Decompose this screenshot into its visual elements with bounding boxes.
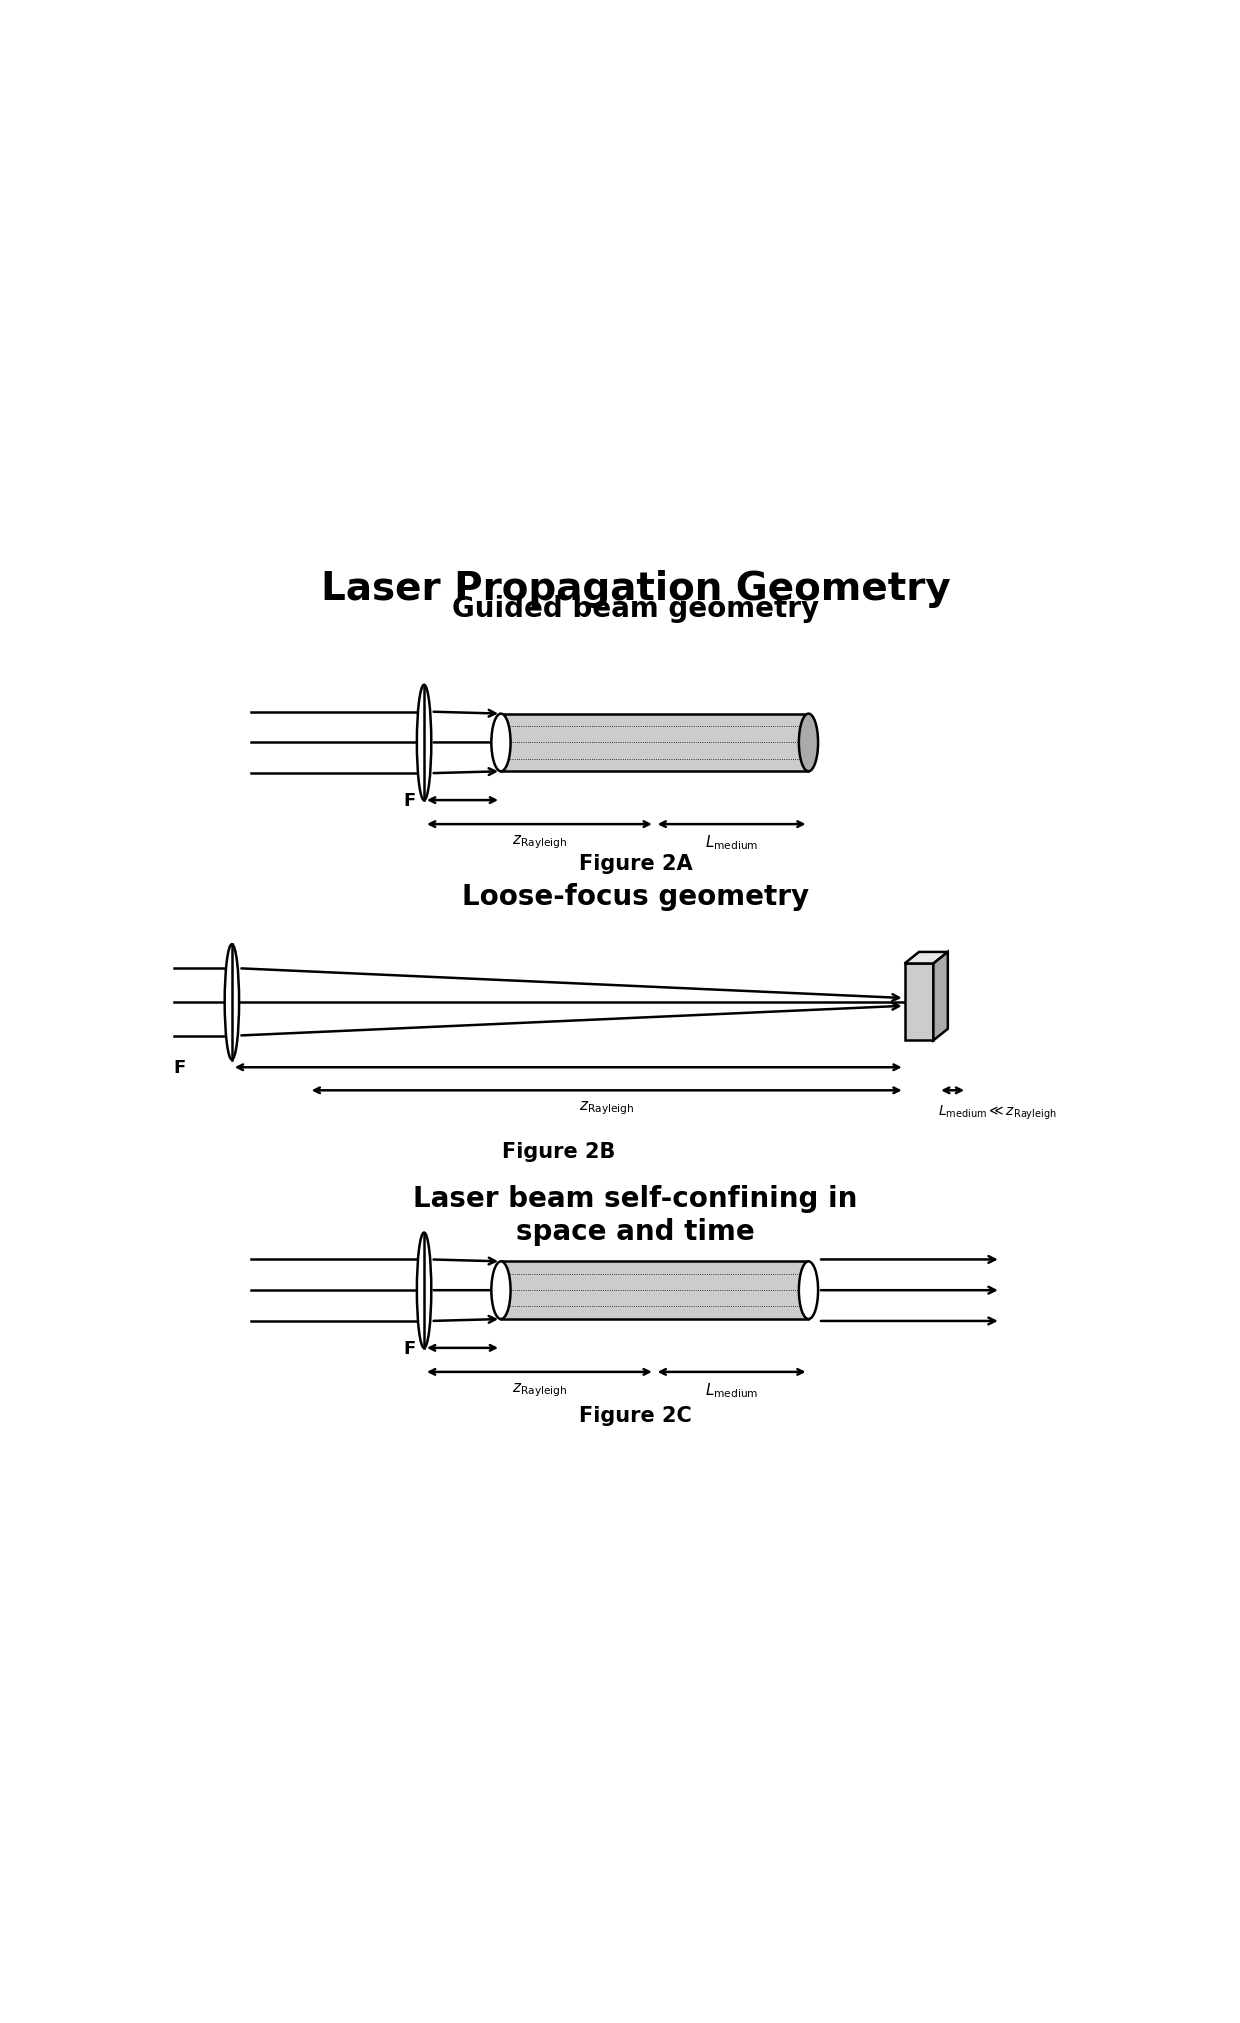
- Polygon shape: [904, 953, 947, 965]
- Ellipse shape: [224, 945, 239, 1060]
- Text: $z_{\rm Rayleigh}$: $z_{\rm Rayleigh}$: [579, 1098, 635, 1117]
- Text: Figure 2C: Figure 2C: [579, 1406, 692, 1426]
- Ellipse shape: [417, 686, 432, 801]
- Text: F: F: [403, 1339, 415, 1357]
- Text: $L_{\rm medium}$: $L_{\rm medium}$: [704, 1380, 759, 1398]
- Ellipse shape: [417, 1232, 432, 1347]
- Text: $z_{\rm Rayleigh}$: $z_{\rm Rayleigh}$: [512, 833, 567, 852]
- FancyBboxPatch shape: [904, 965, 934, 1040]
- Text: F: F: [172, 1058, 185, 1076]
- Text: $z_{\rm Rayleigh}$: $z_{\rm Rayleigh}$: [512, 1382, 567, 1398]
- Text: Loose-focus geometry: Loose-focus geometry: [463, 882, 808, 910]
- Text: Laser Propagation Geometry: Laser Propagation Geometry: [321, 570, 950, 609]
- Text: $L_{\rm medium}$: $L_{\rm medium}$: [704, 833, 759, 852]
- Ellipse shape: [491, 714, 511, 773]
- Ellipse shape: [491, 1262, 511, 1319]
- Text: Guided beam geometry: Guided beam geometry: [451, 595, 820, 623]
- FancyBboxPatch shape: [501, 714, 808, 773]
- FancyBboxPatch shape: [501, 1262, 808, 1319]
- Text: $L_{\rm medium} \ll z_{\rm Rayleigh}$: $L_{\rm medium} \ll z_{\rm Rayleigh}$: [939, 1103, 1056, 1121]
- Ellipse shape: [799, 1262, 818, 1319]
- Text: Figure 2B: Figure 2B: [502, 1141, 615, 1161]
- Text: F: F: [403, 791, 415, 809]
- Text: Figure 2A: Figure 2A: [579, 854, 692, 874]
- Text: Laser beam self-confining in
space and time: Laser beam self-confining in space and t…: [413, 1185, 858, 1246]
- Ellipse shape: [799, 714, 818, 773]
- Polygon shape: [934, 953, 947, 1040]
